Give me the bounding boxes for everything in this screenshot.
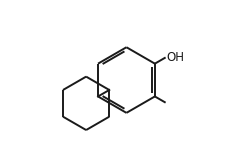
- Text: OH: OH: [165, 51, 183, 64]
